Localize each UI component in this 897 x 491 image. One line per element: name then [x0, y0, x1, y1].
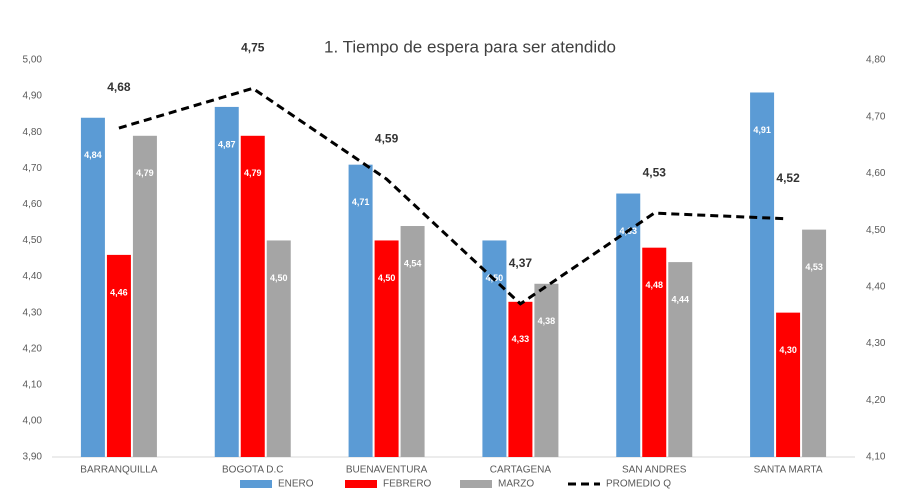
- bar: [802, 229, 827, 457]
- bar-value-label: 4,91: [753, 125, 771, 135]
- legend-label: FEBRERO: [383, 479, 432, 490]
- legend-label: PROMEDIO Q: [606, 479, 671, 490]
- y2-tick-label: 4,60: [866, 168, 886, 179]
- bar: [132, 135, 157, 458]
- y-tick-label: 4,50: [23, 235, 43, 246]
- bar-value-label: 4,79: [244, 168, 262, 178]
- line-value-label: 4,53: [643, 165, 667, 179]
- bar: [482, 240, 507, 457]
- y2-tick-label: 4,80: [866, 55, 886, 66]
- bar-value-label: 4,30: [779, 345, 797, 355]
- y2-tick-label: 4,20: [866, 395, 886, 406]
- bar-value-label: 4,50: [378, 273, 396, 283]
- bar: [642, 247, 667, 457]
- bar-value-label: 4,38: [538, 316, 556, 326]
- y2-tick-label: 4,50: [866, 225, 886, 236]
- bar-value-label: 4,33: [512, 334, 530, 344]
- line: [118, 86, 789, 306]
- y-tick-label: 4,80: [23, 127, 43, 138]
- bar-value-label: 4,50: [270, 273, 288, 283]
- x-tick-label: BUENAVENTURA: [346, 465, 428, 476]
- line-value-label: 4,75: [241, 41, 265, 55]
- y-tick-label: 4,00: [23, 416, 43, 427]
- bar-value-label: 4,84: [84, 150, 102, 160]
- y-tick-label: 4,20: [23, 343, 43, 354]
- bar-value-label: 4,44: [671, 294, 689, 304]
- bar: [214, 106, 239, 457]
- bar: [240, 135, 265, 458]
- y2-tick-label: 4,30: [866, 338, 886, 349]
- y-tick-label: 4,60: [23, 199, 43, 210]
- bar: [776, 312, 801, 457]
- bar-value-label: 4,79: [136, 168, 154, 178]
- x-tick-label: SANTA MARTA: [754, 465, 823, 476]
- x-tick-label: BOGOTA D.C: [222, 465, 284, 476]
- bar: [400, 226, 425, 457]
- chart-title: 1. Tiempo de espera para ser atendido: [324, 37, 616, 56]
- legend-swatch: [460, 480, 492, 488]
- bar-value-label: 4,71: [352, 197, 370, 207]
- legend-label: MARZO: [498, 479, 534, 490]
- line-value-label: 4,59: [375, 131, 399, 145]
- y-tick-label: 4,40: [23, 271, 43, 282]
- line-value-label: 4,37: [509, 256, 533, 270]
- y-tick-label: 3,90: [23, 452, 43, 463]
- bar: [374, 240, 399, 457]
- legend-label: ENERO: [278, 479, 314, 490]
- legend-swatch: [240, 480, 272, 488]
- bar: [266, 240, 291, 457]
- y2-tick-label: 4,40: [866, 281, 886, 292]
- x-tick-label: SAN ANDRES: [622, 465, 687, 476]
- bar-value-label: 4,46: [110, 287, 128, 297]
- y-tick-label: 4,10: [23, 379, 43, 390]
- bar: [668, 262, 693, 457]
- y2-tick-label: 4,10: [866, 452, 886, 463]
- bar: [750, 92, 775, 458]
- bar-value-label: 4,54: [404, 258, 422, 268]
- bar: [106, 254, 131, 457]
- y-tick-label: 4,70: [23, 163, 43, 174]
- x-tick-label: CARTAGENA: [490, 465, 552, 476]
- line-value-label: 4,52: [776, 171, 800, 185]
- y-tick-label: 5,00: [23, 55, 43, 66]
- legend-swatch: [345, 480, 377, 488]
- y2-tick-label: 4,70: [866, 111, 886, 122]
- bar: [534, 283, 559, 457]
- y-tick-label: 4,30: [23, 307, 43, 318]
- bar: [348, 164, 373, 457]
- line-value-label: 4,68: [107, 80, 131, 94]
- bar-value-label: 4,87: [218, 139, 236, 149]
- bar-value-label: 4,53: [805, 262, 823, 272]
- bar: [508, 301, 533, 457]
- x-tick-label: BARRANQUILLA: [80, 465, 158, 476]
- y-tick-label: 4,90: [23, 91, 43, 102]
- bar: [80, 117, 105, 457]
- bar-value-label: 4,48: [645, 280, 663, 290]
